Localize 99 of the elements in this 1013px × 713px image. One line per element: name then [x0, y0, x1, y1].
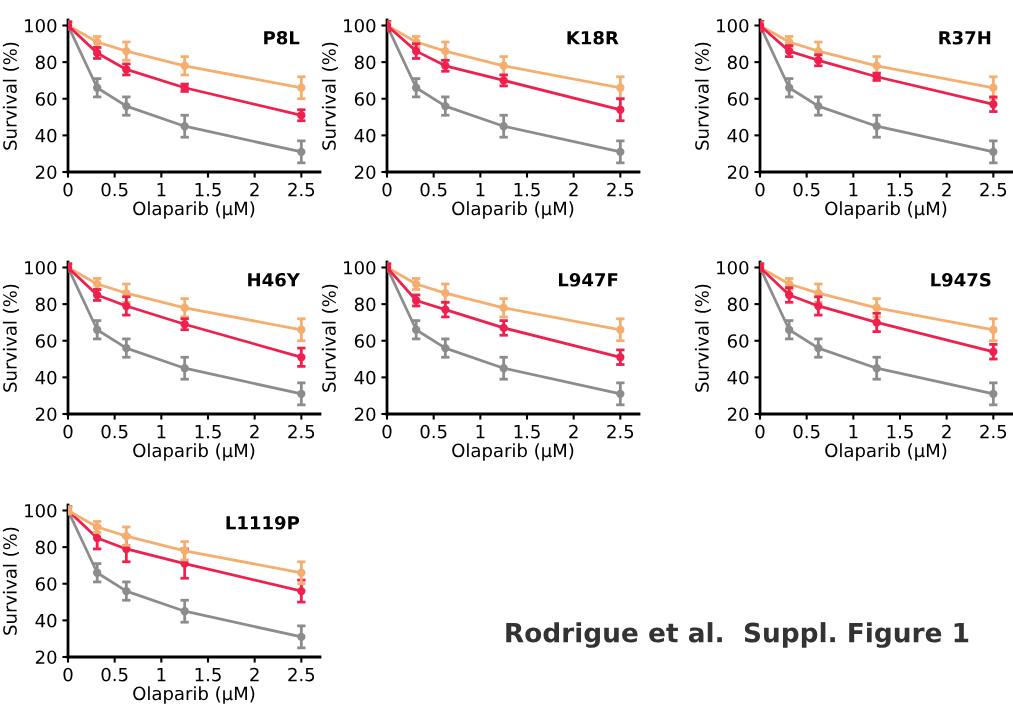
x-tick-label: 2.5 [980, 424, 1007, 439]
x-axis-title: Olaparib (µM) [133, 201, 255, 219]
y-tick-label: 20 [354, 165, 376, 180]
y-axis-title: Survival (%) [2, 527, 19, 635]
x-axis-title: Olaparib (µM) [825, 443, 947, 461]
x-tick-label: 0.5 [420, 182, 447, 197]
y-tick-label: 40 [354, 370, 376, 385]
x-tick-label: 1 [157, 424, 166, 439]
x-tick-label: 0 [755, 424, 765, 439]
y-axis-title: Survival (%) [321, 284, 338, 392]
y-tick-label: 80 [35, 540, 57, 555]
y-tick-label: 60 [354, 92, 376, 106]
x-tick-label: 0.5 [101, 182, 128, 197]
y-tick-label: 20 [35, 650, 57, 665]
y-tick-label: 60 [727, 334, 749, 348]
x-tick-label: 2.5 [288, 424, 315, 439]
y-tick-label: 60 [727, 92, 749, 106]
x-tick-label: 0 [382, 182, 392, 197]
y-tick-label: 40 [35, 128, 57, 143]
chart-title: R37H [939, 30, 991, 45]
y-tick-label: 40 [727, 128, 749, 143]
x-axis-title: Olaparib (µM) [825, 201, 947, 219]
y-tick-label: 20 [727, 407, 749, 422]
chart-title: L947F [558, 272, 618, 287]
x-tick-label: 2.5 [288, 182, 315, 197]
y-tick-label: 40 [35, 370, 57, 385]
y-tick-label: 40 [727, 370, 749, 385]
x-tick-label: 0.5 [793, 424, 820, 439]
y-axis-title: Survival (%) [694, 42, 711, 150]
x-axis-title: Olaparib (µM) [452, 443, 574, 461]
x-tick-label: 2.5 [980, 182, 1007, 197]
y-tick-label: 60 [35, 334, 57, 348]
y-tick-label: 80 [35, 297, 57, 312]
y-tick-label: 100 [25, 260, 57, 275]
y-tick-label: 60 [354, 334, 376, 348]
y-axis-title: Survival (%) [2, 42, 19, 150]
chart-title: L1119P [226, 515, 300, 530]
x-tick-label: 0.5 [420, 424, 447, 439]
y-tick-label: 100 [344, 260, 376, 275]
y-tick-label: 40 [354, 128, 376, 143]
y-tick-label: 80 [354, 55, 376, 70]
y-tick-label: 80 [354, 297, 376, 312]
x-tick-label: 2 [250, 424, 259, 439]
x-tick-label: 2 [569, 424, 578, 439]
x-tick-label: 2.5 [288, 667, 315, 682]
x-tick-label: 2 [250, 182, 259, 197]
x-tick-label: 0 [755, 182, 765, 197]
x-tick-label: 1 [476, 182, 485, 197]
y-tick-label: 20 [727, 165, 749, 180]
y-tick-label: 60 [35, 577, 57, 591]
x-tick-label: 1 [849, 424, 858, 439]
y-tick-label: 80 [35, 55, 57, 70]
x-axis-title: Olaparib (µM) [452, 201, 574, 219]
x-tick-label: 1.5 [887, 424, 913, 439]
x-tick-label: 2 [250, 667, 259, 682]
x-tick-label: 1 [476, 424, 485, 439]
x-tick-label: 2.5 [607, 424, 634, 439]
x-tick-label: 1.5 [887, 182, 913, 197]
x-tick-label: 0 [63, 182, 73, 197]
y-tick-label: 20 [35, 407, 57, 422]
x-tick-label: 0.5 [101, 667, 128, 682]
x-tick-label: 2.5 [607, 182, 634, 197]
x-tick-label: 0 [63, 667, 73, 682]
x-tick-label: 2 [942, 424, 951, 439]
chart-title: P8L [264, 30, 300, 45]
y-tick-label: 100 [344, 18, 376, 33]
x-tick-label: 1.5 [195, 182, 221, 197]
x-tick-label: 1.5 [514, 424, 540, 439]
chart-title: K18R [567, 30, 619, 45]
text: Rodrigue et al. Suppl. Figure 1 [506, 622, 969, 648]
x-tick-label: 0.5 [793, 182, 820, 197]
y-tick-label: 100 [717, 260, 749, 275]
y-axis-title: Survival (%) [321, 42, 338, 150]
x-tick-label: 0 [382, 424, 392, 439]
chart-title: H46Y [248, 272, 301, 287]
y-tick-label: 80 [727, 55, 749, 70]
y-tick-label: 60 [35, 92, 57, 106]
x-tick-label: 0.5 [101, 424, 128, 439]
y-tick-label: 20 [354, 407, 376, 422]
x-tick-label: 1.5 [195, 667, 221, 682]
y-tick-label: 20 [35, 165, 57, 180]
y-tick-label: 40 [35, 613, 57, 628]
x-tick-label: 2 [569, 182, 578, 197]
y-tick-label: 100 [25, 503, 57, 518]
y-axis-title: Survival (%) [2, 284, 19, 392]
y-tick-label: 100 [717, 18, 749, 33]
y-axis-title: Survival (%) [694, 284, 711, 392]
y-tick-label: 100 [25, 18, 57, 33]
y-tick-label: 80 [727, 297, 749, 312]
x-tick-label: 1 [157, 182, 166, 197]
x-axis-title: Olaparib (µM) [133, 443, 255, 461]
chart-title: L947S [931, 272, 991, 287]
x-axis-title: Olaparib (µM) [133, 686, 255, 704]
x-tick-label: 0 [63, 424, 73, 439]
x-tick-label: 1.5 [195, 424, 221, 439]
x-tick-label: 1 [157, 667, 166, 682]
x-tick-label: 1 [849, 182, 858, 197]
x-tick-label: 1.5 [514, 182, 540, 197]
x-tick-label: 2 [942, 182, 951, 197]
